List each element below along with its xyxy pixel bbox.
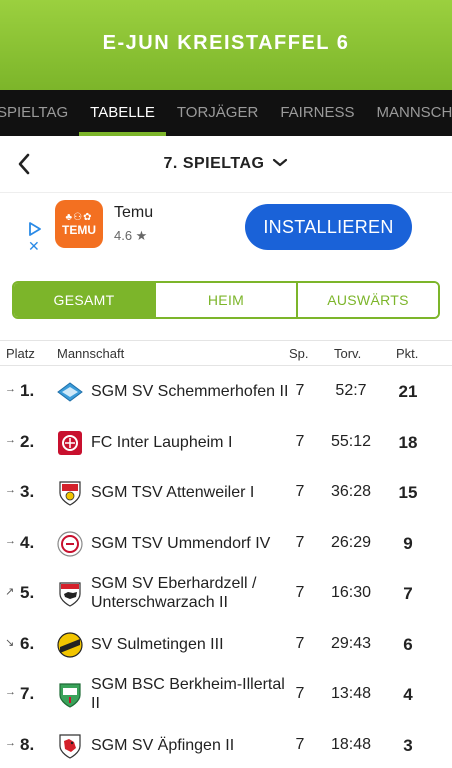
goal-ratio: 36:28 bbox=[330, 483, 372, 500]
team-name: SGM TSV Ummendorf IV bbox=[91, 534, 271, 552]
trend-same-icon: → bbox=[5, 433, 16, 446]
matchday-selector: 7. SPIELTAG bbox=[0, 136, 452, 193]
rank: 8. bbox=[20, 734, 35, 754]
tab-fairness[interactable]: FAIRNESS bbox=[280, 104, 355, 121]
table-row[interactable]: → 7. SGM BSC Berkheim-Illertal II 7 13:4… bbox=[0, 669, 452, 720]
team-name: SV Sulmetingen III bbox=[91, 635, 224, 653]
ad-app-name: Temu bbox=[114, 204, 154, 221]
league-title: E-JUN KREISTAFFEL 6 bbox=[102, 31, 350, 54]
team-crest-icon bbox=[59, 481, 81, 506]
matchday-label: 7. SPIELTAG bbox=[163, 155, 265, 172]
table-row[interactable]: ↘ 6. SV Sulmetingen III 7 29:43 6 bbox=[0, 619, 452, 670]
goal-ratio: 55:12 bbox=[330, 432, 372, 450]
rank: 4. bbox=[20, 532, 35, 552]
goal-ratio: 52:7 bbox=[335, 382, 367, 399]
rank: 1. bbox=[20, 381, 35, 400]
goal-ratio: 13:48 bbox=[330, 685, 372, 702]
table-header: Platz Mannschaft Sp. Torv. Pkt. bbox=[0, 340, 452, 366]
points: 9 bbox=[403, 533, 413, 553]
games-played: 7 bbox=[295, 432, 305, 450]
table-row[interactable]: → 8. SGM SV Äpfingen II 7 18:48 3 bbox=[0, 720, 452, 768]
team-crest-icon bbox=[59, 582, 81, 607]
trend-same-icon: → bbox=[5, 736, 16, 749]
games-played: 7 bbox=[295, 533, 305, 551]
team-crest-icon bbox=[57, 530, 83, 557]
team-name: FC Inter Laupheim I bbox=[91, 433, 233, 451]
rank: 3. bbox=[20, 482, 35, 501]
team-name: SGM BSC Berkheim-Illertal II bbox=[91, 676, 285, 712]
filter-gesamt[interactable]: GESAMT bbox=[14, 283, 156, 317]
games-played: 7 bbox=[295, 685, 305, 702]
rank: 6. bbox=[20, 633, 35, 653]
ad-choices-icon[interactable] bbox=[28, 222, 42, 241]
table-row[interactable]: → 1. SGM SV Schemmerhofen II 7 52:7 21 bbox=[0, 366, 452, 417]
filter-auswaerts[interactable]: AUSWÄRTS bbox=[298, 283, 438, 317]
tab-tabelle[interactable]: TABELLE bbox=[79, 90, 166, 136]
goal-ratio: 26:29 bbox=[330, 533, 372, 551]
points: 21 bbox=[398, 382, 418, 401]
ad-rating: 4.6 ★ bbox=[114, 228, 148, 243]
team-name: SGM SV Eberhardzell / Unterschwarzach II bbox=[91, 575, 257, 611]
app-header: E-JUN KREISTAFFEL 6 bbox=[0, 0, 452, 90]
header-sp: Sp. bbox=[289, 346, 309, 361]
trend-same-icon: → bbox=[5, 484, 16, 496]
team-name: SGM SV Äpfingen II bbox=[91, 736, 235, 754]
chevron-left-icon[interactable] bbox=[14, 150, 34, 178]
points: 6 bbox=[403, 634, 413, 654]
tab-torjaeger[interactable]: TORJÄGER bbox=[176, 104, 259, 121]
rank: 2. bbox=[20, 431, 35, 451]
team-name: SGM SV Schemmerhofen II bbox=[91, 383, 289, 400]
tab-mannschaften[interactable]: MANNSCHAFTEN bbox=[376, 104, 452, 121]
ad-close-icon[interactable]: ✕ bbox=[28, 238, 40, 254]
games-played: 7 bbox=[295, 634, 305, 652]
filter-heim[interactable]: HEIM bbox=[156, 283, 298, 317]
team-crest-icon bbox=[57, 382, 83, 402]
trend-same-icon: → bbox=[5, 686, 16, 698]
header-mannschaft: Mannschaft bbox=[57, 346, 125, 361]
tab-bar: SPIELTAG TABELLE TORJÄGER FAIRNESS MANNS… bbox=[0, 90, 452, 136]
temu-logo: ♣⚇✿ TEMU bbox=[55, 200, 103, 248]
games-played: 7 bbox=[295, 735, 305, 753]
points: 15 bbox=[398, 483, 418, 502]
goal-ratio: 16:30 bbox=[330, 584, 372, 601]
goal-ratio: 18:48 bbox=[330, 735, 372, 753]
header-pkt: Pkt. bbox=[396, 346, 419, 361]
team-crest-icon bbox=[58, 430, 82, 455]
trend-same-icon: → bbox=[5, 534, 16, 547]
header-torv: Torv. bbox=[334, 346, 362, 361]
ad-banner[interactable]: ✕ ♣⚇✿ TEMU Temu 4.6 ★ INSTALLIEREN bbox=[0, 196, 452, 260]
tab-spieltag[interactable]: SPIELTAG bbox=[0, 104, 69, 121]
header-platz: Platz bbox=[6, 346, 35, 361]
temu-logo-glyphs-icon: ♣⚇✿ bbox=[65, 211, 93, 223]
team-crest-icon bbox=[59, 733, 81, 759]
table-row[interactable]: → 4. SGM TSV Ummendorf IV 7 26:29 9 bbox=[0, 518, 452, 569]
standings-table: → 1. SGM SV Schemmerhofen II 7 52:7 21 →… bbox=[0, 366, 452, 768]
points: 18 bbox=[398, 432, 418, 452]
games-played: 7 bbox=[295, 584, 305, 601]
team-crest-icon bbox=[59, 683, 81, 708]
rank: 7. bbox=[20, 684, 35, 703]
team-crest-icon bbox=[57, 631, 83, 658]
points: 3 bbox=[403, 735, 413, 755]
trend-same-icon: → bbox=[5, 383, 16, 395]
team-name: SGM TSV Attenweiler I bbox=[91, 484, 255, 501]
table-row[interactable]: → 2. FC Inter Laupheim I 7 55:12 18 bbox=[0, 417, 452, 468]
points: 4 bbox=[403, 685, 413, 704]
table-row[interactable]: → 3. SGM TSV Attenweiler I 7 36:28 15 bbox=[0, 467, 452, 518]
points: 7 bbox=[403, 584, 413, 603]
goal-ratio: 29:43 bbox=[330, 634, 372, 652]
trend-down-icon: ↘ bbox=[5, 636, 15, 649]
venue-filter: GESAMT HEIM AUSWÄRTS bbox=[12, 281, 440, 319]
chevron-down-icon bbox=[272, 155, 288, 173]
table-row[interactable]: ↗ 5. SGM SV Eberhardzell / Unterschwarza… bbox=[0, 568, 452, 619]
games-played: 7 bbox=[295, 382, 305, 399]
matchday-dropdown[interactable]: 7. SPIELTAG bbox=[0, 155, 452, 173]
install-button[interactable]: INSTALLIEREN bbox=[245, 204, 412, 250]
trend-up-icon: ↗ bbox=[5, 586, 15, 598]
rank: 5. bbox=[20, 583, 35, 602]
games-played: 7 bbox=[295, 483, 305, 500]
